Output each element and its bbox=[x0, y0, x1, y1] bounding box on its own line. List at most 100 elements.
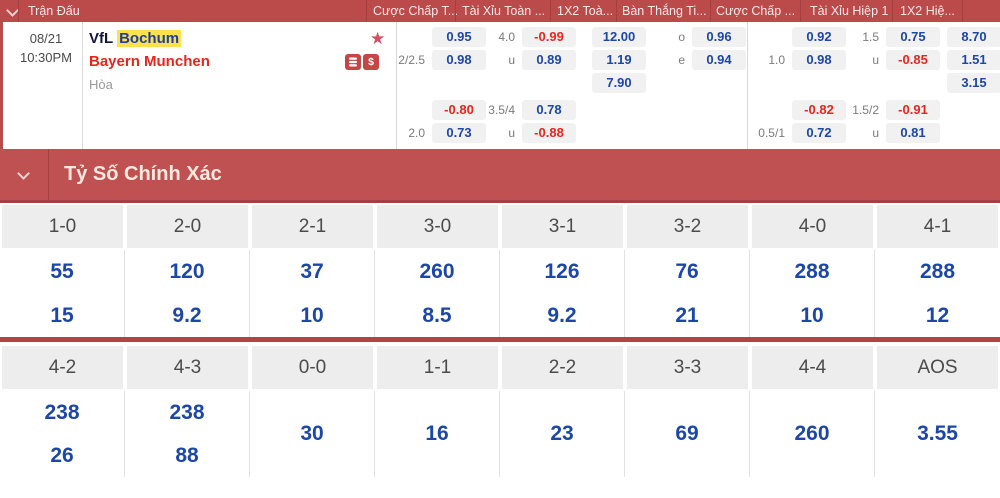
section-divider bbox=[0, 337, 1000, 342]
odds-ft-ou-under[interactable]: 0.89 bbox=[522, 50, 576, 70]
score-odds-single[interactable]: 260 bbox=[794, 422, 830, 445]
score-odds-single[interactable]: 30 bbox=[300, 422, 324, 445]
favorite-star-icon[interactable]: ★ bbox=[370, 29, 386, 48]
ou-line: 1.5/2 bbox=[852, 103, 879, 117]
ou-line: 4.0 bbox=[498, 30, 515, 44]
match-badges: $ bbox=[345, 54, 379, 70]
score-odds-cell: 55 15 bbox=[0, 250, 125, 338]
score-odds-cell: 288 10 bbox=[750, 250, 875, 338]
odds-h1-ou-under[interactable]: -0.85 bbox=[886, 50, 940, 70]
score-label: 4-1 bbox=[877, 205, 998, 248]
odds-ft-handicap-2[interactable]: 0.98 bbox=[432, 50, 486, 70]
handicap-line: 1.0 bbox=[768, 53, 785, 67]
odds-group-ft-handicap-alt: -0.80 2.0 0.73 bbox=[395, 100, 486, 146]
odds-h1-handicap-2[interactable]: 0.98 bbox=[792, 50, 846, 70]
odds-ft-ou-under-alt[interactable]: -0.88 bbox=[522, 123, 576, 143]
score-odds-top[interactable]: 55 bbox=[50, 260, 74, 283]
odds-group-ft-1x2: 12.00 1.19 7.90 bbox=[592, 27, 646, 96]
score-label: 3-0 bbox=[377, 205, 498, 248]
score-label: 2-1 bbox=[252, 205, 373, 248]
score-odds-single[interactable]: 3.55 bbox=[917, 422, 958, 445]
odds-ft-handicap-1[interactable]: 0.95 bbox=[432, 27, 486, 47]
score-odds-top[interactable]: 120 bbox=[169, 260, 205, 283]
score-label: 1-1 bbox=[377, 346, 498, 389]
odds-ft-handicap-3[interactable]: -0.80 bbox=[432, 100, 486, 120]
column-header-h1-handicap: Cược Chấp ... bbox=[716, 4, 796, 18]
score-odds-cell: 3.55 bbox=[875, 391, 1000, 477]
odds-h1-handicap-4[interactable]: 0.72 bbox=[792, 123, 846, 143]
odds-group-odd-even: o 0.96 e 0.94 bbox=[653, 27, 746, 73]
score-odds-top[interactable]: 126 bbox=[544, 260, 580, 283]
score-column: 1-0 55 15 bbox=[0, 205, 125, 338]
score-odds-single[interactable]: 23 bbox=[550, 422, 574, 445]
column-header-h1-1x2: 1X2 Hiệ... bbox=[900, 4, 955, 18]
odds-group-ft-handicap-main: 0.95 2/2.5 0.98 bbox=[395, 27, 486, 73]
score-label: 3-1 bbox=[502, 205, 623, 248]
score-label: 3-3 bbox=[627, 346, 748, 389]
score-odds-bottom[interactable]: 9.2 bbox=[547, 304, 577, 327]
score-odds-top[interactable]: 76 bbox=[675, 260, 699, 283]
odds-h1-handicap-1[interactable]: 0.92 bbox=[792, 27, 846, 47]
match-date: 08/21 bbox=[29, 31, 63, 46]
score-odds-cell: 260 8.5 bbox=[375, 250, 500, 338]
column-header-h1-ou: Tài Xỉu Hiệp 1 bbox=[810, 4, 889, 18]
score-odds-top[interactable]: 260 bbox=[419, 260, 455, 283]
odds-group-ft-ou-main: 4.0 -0.99 u 0.89 bbox=[473, 27, 576, 73]
handicap-line: 2/2.5 bbox=[398, 53, 425, 67]
odds-ft-1x2-home[interactable]: 12.00 bbox=[592, 27, 646, 47]
score-odds-bottom[interactable]: 9.2 bbox=[172, 304, 202, 327]
odds-ft-1x2-away[interactable]: 1.19 bbox=[592, 50, 646, 70]
odds-h1-1x2-home[interactable]: 8.70 bbox=[947, 27, 1000, 47]
score-column: 4-2 238 26 bbox=[0, 346, 125, 477]
score-odds-cell: 120 9.2 bbox=[125, 250, 250, 338]
odds-ft-1x2-draw[interactable]: 7.90 bbox=[592, 73, 646, 93]
odds-h1-ou-over[interactable]: 0.75 bbox=[886, 27, 940, 47]
coins-badge-icon[interactable] bbox=[345, 54, 361, 70]
odds-ft-handicap-4[interactable]: 0.73 bbox=[432, 123, 486, 143]
odds-ft-ou-over-alt[interactable]: 0.78 bbox=[522, 100, 576, 120]
odd-label: o bbox=[678, 30, 685, 44]
score-odds-bottom[interactable]: 10 bbox=[300, 304, 324, 327]
score-odds-bottom[interactable]: 8.5 bbox=[422, 304, 452, 327]
score-odds-top[interactable]: 288 bbox=[794, 260, 830, 283]
column-header-ft-handicap: Cược Chấp T... bbox=[373, 4, 459, 18]
ou-line: 1.5 bbox=[862, 30, 879, 44]
score-odds-bottom[interactable]: 12 bbox=[925, 304, 950, 327]
score-odds-top[interactable]: 238 bbox=[44, 400, 80, 424]
away-team: Bayern Munchen bbox=[89, 53, 210, 70]
score-label: 0-0 bbox=[252, 346, 373, 389]
column-header-ft-1x2: 1X2 Toà... bbox=[557, 4, 614, 18]
odds-h1-1x2-away[interactable]: 1.51 bbox=[947, 50, 1000, 70]
odds-group-h1-handicap-alt: -0.82 0.5/1 0.72 bbox=[755, 100, 846, 146]
odds-even[interactable]: 0.94 bbox=[692, 50, 746, 70]
score-odds-bottom[interactable]: 10 bbox=[800, 304, 824, 327]
column-header-match: Trận Đấu bbox=[28, 4, 80, 18]
dollar-badge-icon[interactable]: $ bbox=[363, 54, 379, 70]
section-collapse-chevron-icon[interactable] bbox=[17, 167, 30, 180]
odds-table-body: 08/21 10:30PM VfL Bochum ★ Bayern Munche… bbox=[0, 22, 1000, 149]
home-team: VfL Bochum bbox=[89, 30, 182, 47]
score-odds-top[interactable]: 288 bbox=[919, 260, 956, 283]
score-odds-cell: 37 10 bbox=[250, 250, 375, 338]
score-label: 4-2 bbox=[2, 346, 123, 389]
odds-h1-handicap-3[interactable]: -0.82 bbox=[792, 100, 846, 120]
score-odds-bottom[interactable]: 26 bbox=[50, 443, 74, 467]
score-column: 1-1 16 bbox=[375, 346, 500, 477]
score-odds-cell: 260 bbox=[750, 391, 875, 477]
odds-h1-ou-under-alt[interactable]: 0.81 bbox=[886, 123, 940, 143]
odds-h1-1x2-draw[interactable]: 3.15 bbox=[947, 73, 1000, 93]
score-odds-cell: 23 bbox=[500, 391, 625, 477]
odds-ft-ou-over[interactable]: -0.99 bbox=[522, 27, 576, 47]
score-odds-single[interactable]: 16 bbox=[425, 422, 449, 445]
score-odds-bottom[interactable]: 15 bbox=[50, 304, 74, 327]
score-odds-top[interactable]: 238 bbox=[169, 400, 205, 424]
odds-odd[interactable]: 0.96 bbox=[692, 27, 746, 47]
collapse-chevron-icon[interactable] bbox=[6, 4, 19, 17]
odds-h1-ou-over-alt[interactable]: -0.91 bbox=[886, 100, 940, 120]
score-odds-bottom[interactable]: 21 bbox=[675, 304, 699, 327]
score-label: 4-3 bbox=[127, 346, 248, 389]
score-odds-single[interactable]: 69 bbox=[675, 422, 699, 445]
score-odds-bottom[interactable]: 88 bbox=[175, 443, 199, 467]
score-odds-top[interactable]: 37 bbox=[300, 260, 324, 283]
score-label: 1-0 bbox=[2, 205, 123, 248]
